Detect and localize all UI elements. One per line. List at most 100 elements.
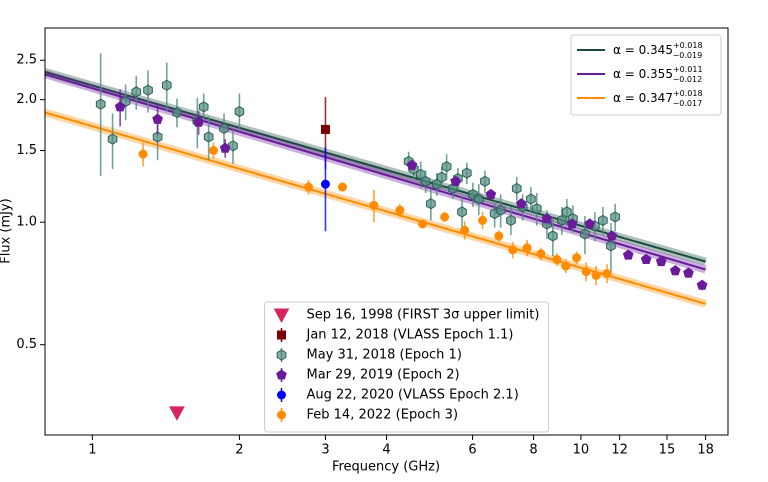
marker	[552, 254, 562, 264]
marker	[531, 203, 542, 215]
marker	[418, 219, 428, 229]
y-tick-label: 1.0	[16, 215, 37, 230]
y-tick-label: 2.0	[16, 92, 37, 107]
marker	[304, 182, 314, 192]
marker	[440, 212, 450, 222]
marker	[494, 231, 504, 241]
marker	[276, 349, 287, 361]
legend-label: Jan 12, 2018 (VLASS Epoch 1.1)	[306, 328, 514, 343]
marker	[566, 218, 578, 229]
marker	[219, 142, 231, 153]
legend-box	[264, 301, 549, 433]
legend-label: Mar 29, 2019 (Epoch 2)	[307, 368, 460, 383]
x-tick-label: 10	[573, 443, 590, 458]
fit-err-minus: −0.017	[673, 99, 703, 108]
marker	[203, 131, 214, 143]
marker	[277, 410, 286, 420]
marker	[598, 214, 608, 227]
marker	[548, 230, 558, 242]
y-axis-label: Flux (mJy)	[0, 198, 14, 264]
marker	[161, 79, 172, 91]
marker	[541, 213, 553, 224]
fit-legend-label: α = 0.347+0.018 −0.017	[613, 89, 703, 108]
marker	[506, 214, 516, 227]
marker	[169, 406, 185, 421]
marker	[478, 215, 488, 225]
fit-legend-box	[570, 34, 722, 116]
marker	[277, 330, 286, 340]
marker	[277, 390, 286, 400]
marker	[138, 149, 148, 159]
marker	[610, 211, 620, 223]
marker	[485, 188, 497, 199]
fit-alpha: α = 0.347	[613, 91, 673, 105]
marker	[606, 240, 616, 252]
marker	[495, 204, 506, 216]
y-tick-label: 1.5	[16, 143, 37, 158]
legend-label: Feb 14, 2022 (Epoch 3)	[307, 408, 459, 423]
fit-err-plus: +0.011	[673, 65, 703, 74]
legend-label: Aug 22, 2020 (VLASS Epoch 2.1)	[307, 388, 519, 403]
marker	[473, 193, 484, 205]
marker	[219, 122, 229, 134]
marker	[602, 269, 612, 279]
x-tick-label: 8	[529, 443, 537, 458]
marker	[561, 261, 571, 271]
marker	[337, 182, 347, 192]
marker	[320, 179, 330, 189]
marker	[696, 279, 708, 290]
marker	[107, 133, 118, 145]
marker	[395, 205, 405, 215]
marker	[461, 167, 472, 179]
marker	[143, 84, 153, 96]
marker	[511, 182, 522, 195]
marker	[114, 101, 126, 112]
marker	[234, 105, 245, 118]
marker	[480, 175, 490, 187]
marker	[522, 243, 532, 253]
marker	[572, 253, 582, 263]
marker	[369, 200, 379, 210]
marker	[426, 198, 436, 210]
marker	[584, 218, 595, 229]
x-tick-label: 3	[321, 443, 329, 458]
marker	[580, 228, 590, 240]
marker	[95, 98, 106, 110]
marker	[436, 171, 447, 183]
x-tick-label: 18	[697, 443, 714, 458]
marker	[320, 124, 330, 134]
marker	[450, 175, 461, 186]
marker	[669, 265, 681, 276]
marker	[640, 253, 652, 264]
fit-err-plus: +0.018	[673, 41, 703, 50]
legend-label: May 31, 2018 (Epoch 1)	[307, 348, 462, 363]
marker	[683, 267, 694, 278]
fit-legend-label: α = 0.355+0.011 −0.012	[613, 65, 703, 84]
marker	[508, 245, 518, 255]
x-tick-label: 2	[235, 443, 243, 458]
marker	[276, 369, 287, 380]
marker	[457, 206, 467, 218]
fit-legend-label: α = 0.345+0.018 −0.019	[613, 41, 703, 60]
marker	[420, 175, 431, 187]
marker	[198, 101, 209, 113]
marker	[406, 159, 418, 170]
marker	[581, 267, 591, 277]
x-tick-label: 15	[659, 443, 676, 458]
marker	[193, 116, 204, 127]
marker	[655, 256, 667, 267]
marker	[557, 214, 567, 227]
x-tick-label: 1	[88, 443, 96, 458]
marker	[591, 270, 601, 280]
x-tick-label: 12	[611, 443, 628, 458]
fit-err-plus: +0.018	[673, 89, 703, 98]
marker	[152, 113, 163, 124]
marker	[131, 86, 142, 98]
marker	[172, 106, 182, 119]
marker	[526, 193, 536, 205]
y-tick-label: 0.5	[16, 337, 37, 352]
fit-err-minus: −0.012	[673, 75, 703, 84]
marker	[228, 140, 238, 152]
